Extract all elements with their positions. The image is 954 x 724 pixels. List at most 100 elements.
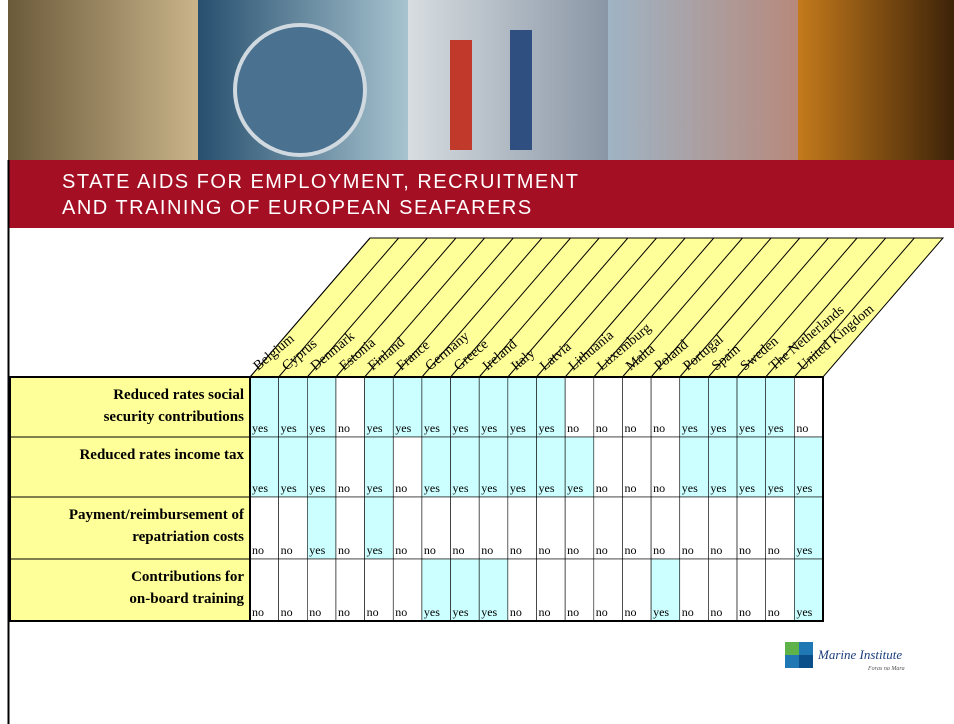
cell-value: no — [653, 421, 665, 435]
cell — [278, 496, 308, 560]
cell — [593, 558, 623, 622]
cell — [364, 376, 394, 438]
cell-value: no — [739, 605, 751, 619]
cell-value: yes — [453, 421, 469, 435]
banner-images — [8, 0, 954, 160]
header-divider — [679, 237, 801, 378]
cell — [392, 558, 423, 622]
cell — [593, 436, 623, 498]
cell-value: yes — [796, 605, 812, 619]
cell — [335, 376, 365, 438]
cell-value: yes — [309, 543, 325, 557]
cell — [450, 376, 480, 438]
header-divider — [421, 237, 543, 378]
cell — [536, 496, 566, 560]
header-divider — [392, 237, 514, 378]
cell-value: no — [596, 543, 608, 557]
cell-value: no — [338, 481, 350, 495]
cell — [794, 496, 824, 560]
cell-value: no — [424, 543, 436, 557]
cell-value: no — [739, 543, 751, 557]
cell-value: no — [682, 605, 694, 619]
cell — [478, 436, 509, 498]
cell — [593, 496, 623, 560]
cell-value: no — [309, 605, 321, 619]
cell-value: no — [796, 421, 808, 435]
cell-value: no — [768, 605, 780, 619]
header-divider — [536, 237, 657, 378]
cell-value: yes — [710, 481, 726, 495]
cell-value: yes — [309, 421, 325, 435]
cell-value: no — [281, 605, 293, 619]
slide-title: STATE AIDS FOR EMPLOYMENT, RECRUITMENT AN… — [62, 171, 579, 219]
cell-value: yes — [481, 421, 497, 435]
cell-value: yes — [281, 481, 297, 495]
cell-value: no — [510, 605, 522, 619]
cell — [306, 496, 337, 560]
cell-value: yes — [424, 421, 440, 435]
cell-value: yes — [252, 481, 268, 495]
cell-value: no — [338, 421, 350, 435]
cell — [622, 496, 652, 560]
cell-value: yes — [281, 421, 297, 435]
cell — [450, 558, 480, 622]
cell — [736, 436, 766, 498]
cell — [392, 496, 423, 560]
cell-value: yes — [682, 481, 698, 495]
cell-value: yes — [453, 481, 469, 495]
cell-value: yes — [481, 605, 497, 619]
cell-value: yes — [739, 421, 755, 435]
cell-value: no — [682, 543, 694, 557]
cell-value: no — [395, 543, 407, 557]
header-divider — [708, 237, 829, 378]
cell-value: yes — [739, 481, 755, 495]
cell-value: yes — [367, 543, 383, 557]
cell-value: yes — [768, 421, 784, 435]
header-divider — [650, 237, 772, 378]
cell-value: no — [624, 421, 636, 435]
header-divider — [364, 237, 485, 378]
cell-value: no — [596, 605, 608, 619]
cell-value: no — [567, 543, 579, 557]
cell-value: no — [624, 605, 636, 619]
cell-value: no — [252, 543, 264, 557]
header-divider — [793, 237, 915, 378]
cell — [536, 436, 566, 498]
cell — [736, 558, 766, 622]
cell — [650, 496, 681, 560]
cell-value: no — [624, 481, 636, 495]
cell — [679, 436, 709, 498]
cell-value: no — [281, 543, 293, 557]
cell-value: yes — [367, 421, 383, 435]
cell — [478, 496, 509, 560]
header-divider — [278, 237, 400, 378]
cell-value: yes — [796, 481, 812, 495]
cell-value: yes — [424, 605, 440, 619]
header-divider — [335, 237, 457, 378]
cell-value: no — [338, 543, 350, 557]
cell — [708, 436, 738, 498]
header-divider — [306, 237, 428, 378]
cell-value: yes — [424, 481, 440, 495]
cell-value: yes — [539, 421, 555, 435]
cell — [794, 436, 824, 498]
cell-value: yes — [539, 481, 555, 495]
cell-value: no — [710, 543, 722, 557]
cell-value: yes — [367, 481, 383, 495]
cell-value: no — [539, 543, 551, 557]
cell — [392, 376, 423, 438]
cell — [450, 496, 480, 560]
cell-value: yes — [768, 481, 784, 495]
cell — [507, 558, 537, 622]
header-divider — [622, 237, 743, 378]
logo-name: Marine Institute — [817, 647, 902, 662]
table: BelgiumCyprusDenmarkEstoniaFinlandFrance… — [9, 237, 945, 622]
header-divider — [478, 237, 600, 378]
logo: Marine Institute Foras na Mara — [785, 642, 905, 672]
cell-value: no — [653, 543, 665, 557]
cell-value: no — [567, 605, 579, 619]
cell-value: yes — [653, 605, 669, 619]
cell — [507, 496, 537, 560]
cell — [650, 558, 681, 622]
cell-value: no — [596, 481, 608, 495]
